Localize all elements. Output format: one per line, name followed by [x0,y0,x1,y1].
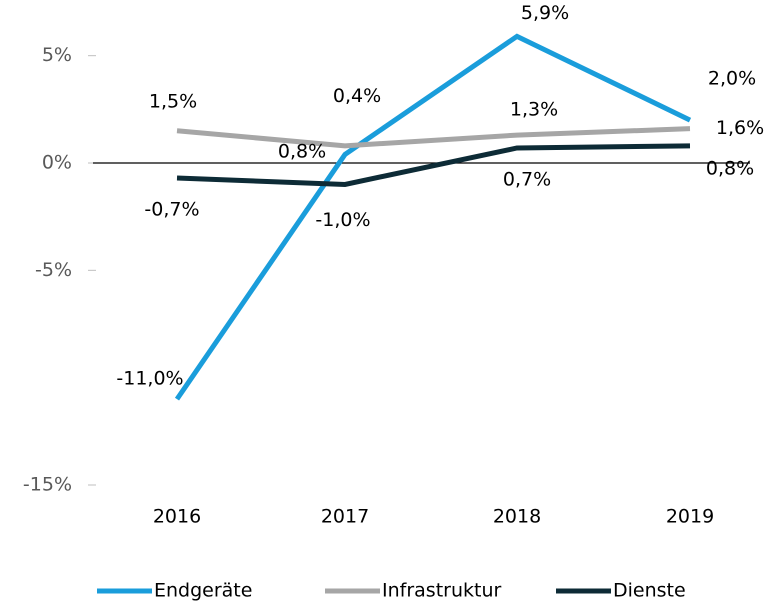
data-label: 0,4% [333,85,381,107]
data-label: 1,3% [510,99,558,121]
data-label: -11,0% [116,368,183,390]
x-tick-label: 2019 [666,506,714,528]
legend-label: Endgeräte [154,580,252,602]
data-label: 0,8% [706,157,754,179]
data-label: 1,5% [149,90,197,112]
series-line [174,33,692,401]
data-label: 0,8% [278,140,326,162]
data-label: -0,7% [144,199,199,221]
x-tick-label: 2018 [493,506,541,528]
data-label: -1,0% [315,209,370,231]
series-line [176,143,691,187]
legend-label: Infrastruktur [382,580,501,602]
x-tick-label: 2016 [153,506,201,528]
y-tick-label: -5% [35,259,72,281]
data-label: 0,7% [503,168,551,190]
data-label: 5,9% [521,2,569,24]
y-tick-label: 0% [42,152,72,174]
data-label: 2,0% [708,68,756,90]
data-label: 1,6% [716,117,764,139]
y-tick-label: -15% [23,474,72,496]
x-tick-label: 2017 [321,506,369,528]
legend-label: Dienste [613,580,686,602]
series-line [176,126,691,149]
y-tick-label: 5% [42,44,72,66]
